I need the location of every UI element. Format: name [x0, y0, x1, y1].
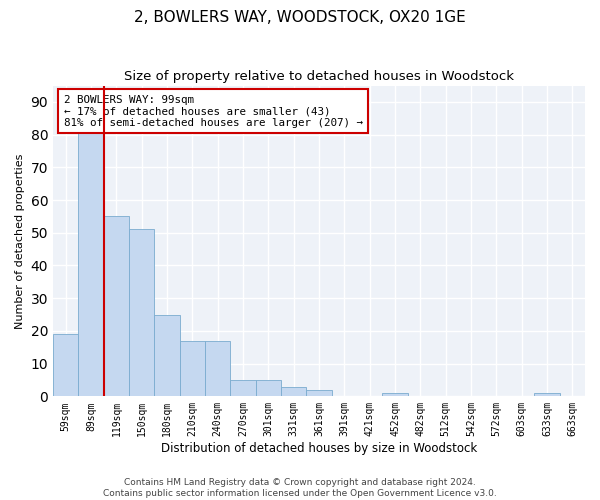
Title: Size of property relative to detached houses in Woodstock: Size of property relative to detached ho… [124, 70, 514, 83]
Bar [281, 386, 307, 396]
Bar [79, 108, 104, 397]
Y-axis label: Number of detached properties: Number of detached properties [15, 154, 25, 328]
X-axis label: Distribution of detached houses by size in Woodstock: Distribution of detached houses by size … [161, 442, 477, 455]
Bar [230, 380, 256, 396]
Bar [307, 390, 332, 396]
Bar [179, 340, 205, 396]
Text: 2, BOWLERS WAY, WOODSTOCK, OX20 1GE: 2, BOWLERS WAY, WOODSTOCK, OX20 1GE [134, 10, 466, 25]
Text: 2 BOWLERS WAY: 99sqm
← 17% of detached houses are smaller (43)
81% of semi-detac: 2 BOWLERS WAY: 99sqm ← 17% of detached h… [64, 95, 362, 128]
Bar [535, 393, 560, 396]
Text: Contains HM Land Registry data © Crown copyright and database right 2024.
Contai: Contains HM Land Registry data © Crown c… [103, 478, 497, 498]
Bar [154, 314, 179, 396]
Bar [382, 393, 407, 396]
Bar [53, 334, 79, 396]
Bar [129, 230, 154, 396]
Bar [205, 340, 230, 396]
Bar [256, 380, 281, 396]
Bar [104, 216, 129, 396]
